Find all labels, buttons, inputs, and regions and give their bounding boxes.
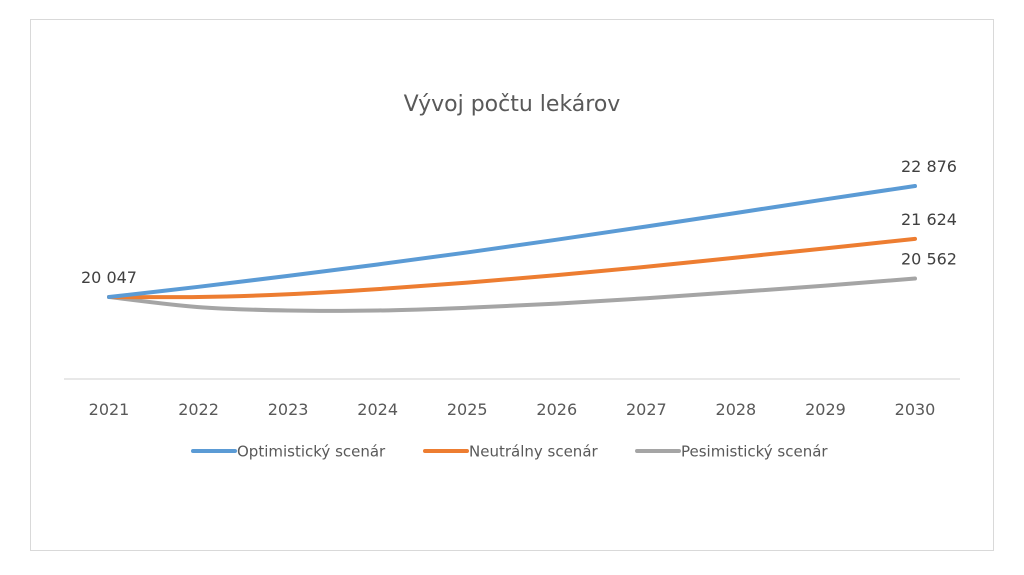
x-tick-label: 2025 (447, 400, 488, 419)
legend: Optimistický scenár Neutrálny scenár Pesim… (191, 443, 828, 461)
data-label: 20 562 (901, 249, 957, 268)
x-tick-label: 2023 (268, 400, 309, 419)
x-tick-label: 2029 (805, 400, 846, 419)
x-tick-label: 2028 (716, 400, 757, 419)
legend-label: Optimistický scenár (237, 443, 386, 461)
data-label: 20 047 (81, 268, 137, 287)
x-tick-label: 2030 (895, 400, 936, 419)
series-line-2 (107, 236, 917, 300)
x-tick-label: 2021 (89, 400, 130, 419)
chart-title: Vývoj počtu lekárov (404, 92, 621, 117)
x-tick-label: 2026 (536, 400, 577, 419)
data-label: 22 876 (901, 157, 957, 176)
x-tick-label: 2024 (357, 400, 398, 419)
series-line-3 (107, 276, 917, 313)
x-tick-label: 2027 (626, 400, 667, 419)
series-lines (107, 184, 917, 313)
x-axis: 2021 2022 2023 2024 2025 2026 2027 2028 2029 2030 (64, 378, 960, 419)
legend-label: Neutrálny scenár (469, 443, 599, 461)
data-label: 21 624 (901, 210, 957, 229)
x-tick-label: 2022 (178, 400, 219, 419)
legend-label: Pesimistický scenár (681, 443, 828, 461)
series-line-1 (107, 184, 917, 299)
data-labels: 20 047 22 876 21 624 20 562 (81, 157, 957, 287)
